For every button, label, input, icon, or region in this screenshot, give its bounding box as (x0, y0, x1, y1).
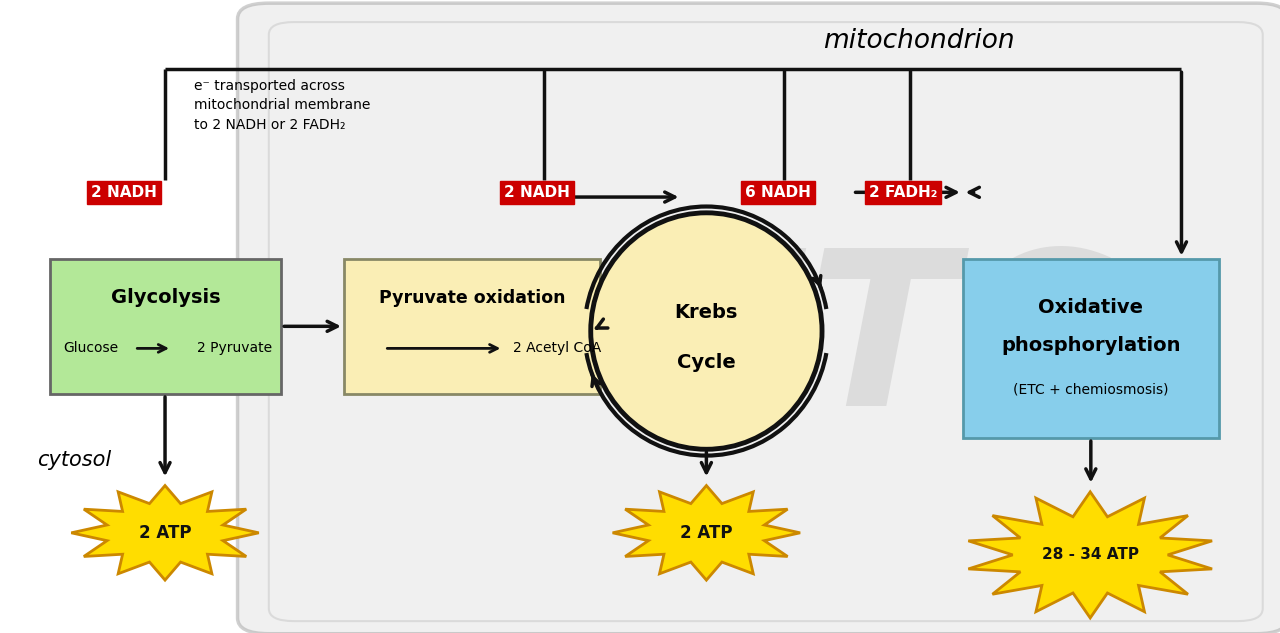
FancyBboxPatch shape (344, 258, 600, 394)
Text: e⁻ transported across
mitochondrial membrane
to 2 NADH or 2 FADH₂: e⁻ transported across mitochondrial memb… (193, 79, 370, 132)
Text: (ETC + chemiosmosis): (ETC + chemiosmosis) (1012, 382, 1169, 396)
Text: Krebs: Krebs (675, 303, 739, 322)
Text: phosphorylation: phosphorylation (1001, 335, 1180, 354)
Text: mitochondrion: mitochondrion (823, 28, 1015, 54)
FancyBboxPatch shape (50, 258, 282, 394)
Polygon shape (72, 486, 259, 580)
Text: Cycle: Cycle (677, 353, 736, 372)
Text: 2 ATP: 2 ATP (138, 524, 191, 542)
Text: 28 - 34 ATP: 28 - 34 ATP (1042, 548, 1139, 562)
FancyBboxPatch shape (269, 22, 1263, 621)
Polygon shape (968, 492, 1212, 618)
Text: 2 ATP: 2 ATP (680, 524, 732, 542)
Text: Oxidative: Oxidative (1038, 298, 1143, 317)
Polygon shape (613, 486, 800, 580)
Text: cytosol: cytosol (37, 450, 111, 470)
FancyBboxPatch shape (238, 3, 1280, 633)
Text: ETC: ETC (662, 242, 1114, 451)
Text: 2 FADH₂: 2 FADH₂ (869, 185, 937, 200)
Text: 2 Acetyl CoA: 2 Acetyl CoA (513, 341, 602, 355)
Text: Pyruvate oxidation: Pyruvate oxidation (379, 289, 566, 307)
Ellipse shape (591, 213, 822, 449)
Text: Glycolysis: Glycolysis (111, 289, 220, 308)
Text: 2 Pyruvate: 2 Pyruvate (197, 341, 271, 355)
FancyBboxPatch shape (963, 258, 1219, 438)
Text: 6 NADH: 6 NADH (745, 185, 812, 200)
Text: Glucose: Glucose (63, 341, 118, 355)
Text: 2 NADH: 2 NADH (504, 185, 570, 200)
Text: 2 NADH: 2 NADH (91, 185, 157, 200)
